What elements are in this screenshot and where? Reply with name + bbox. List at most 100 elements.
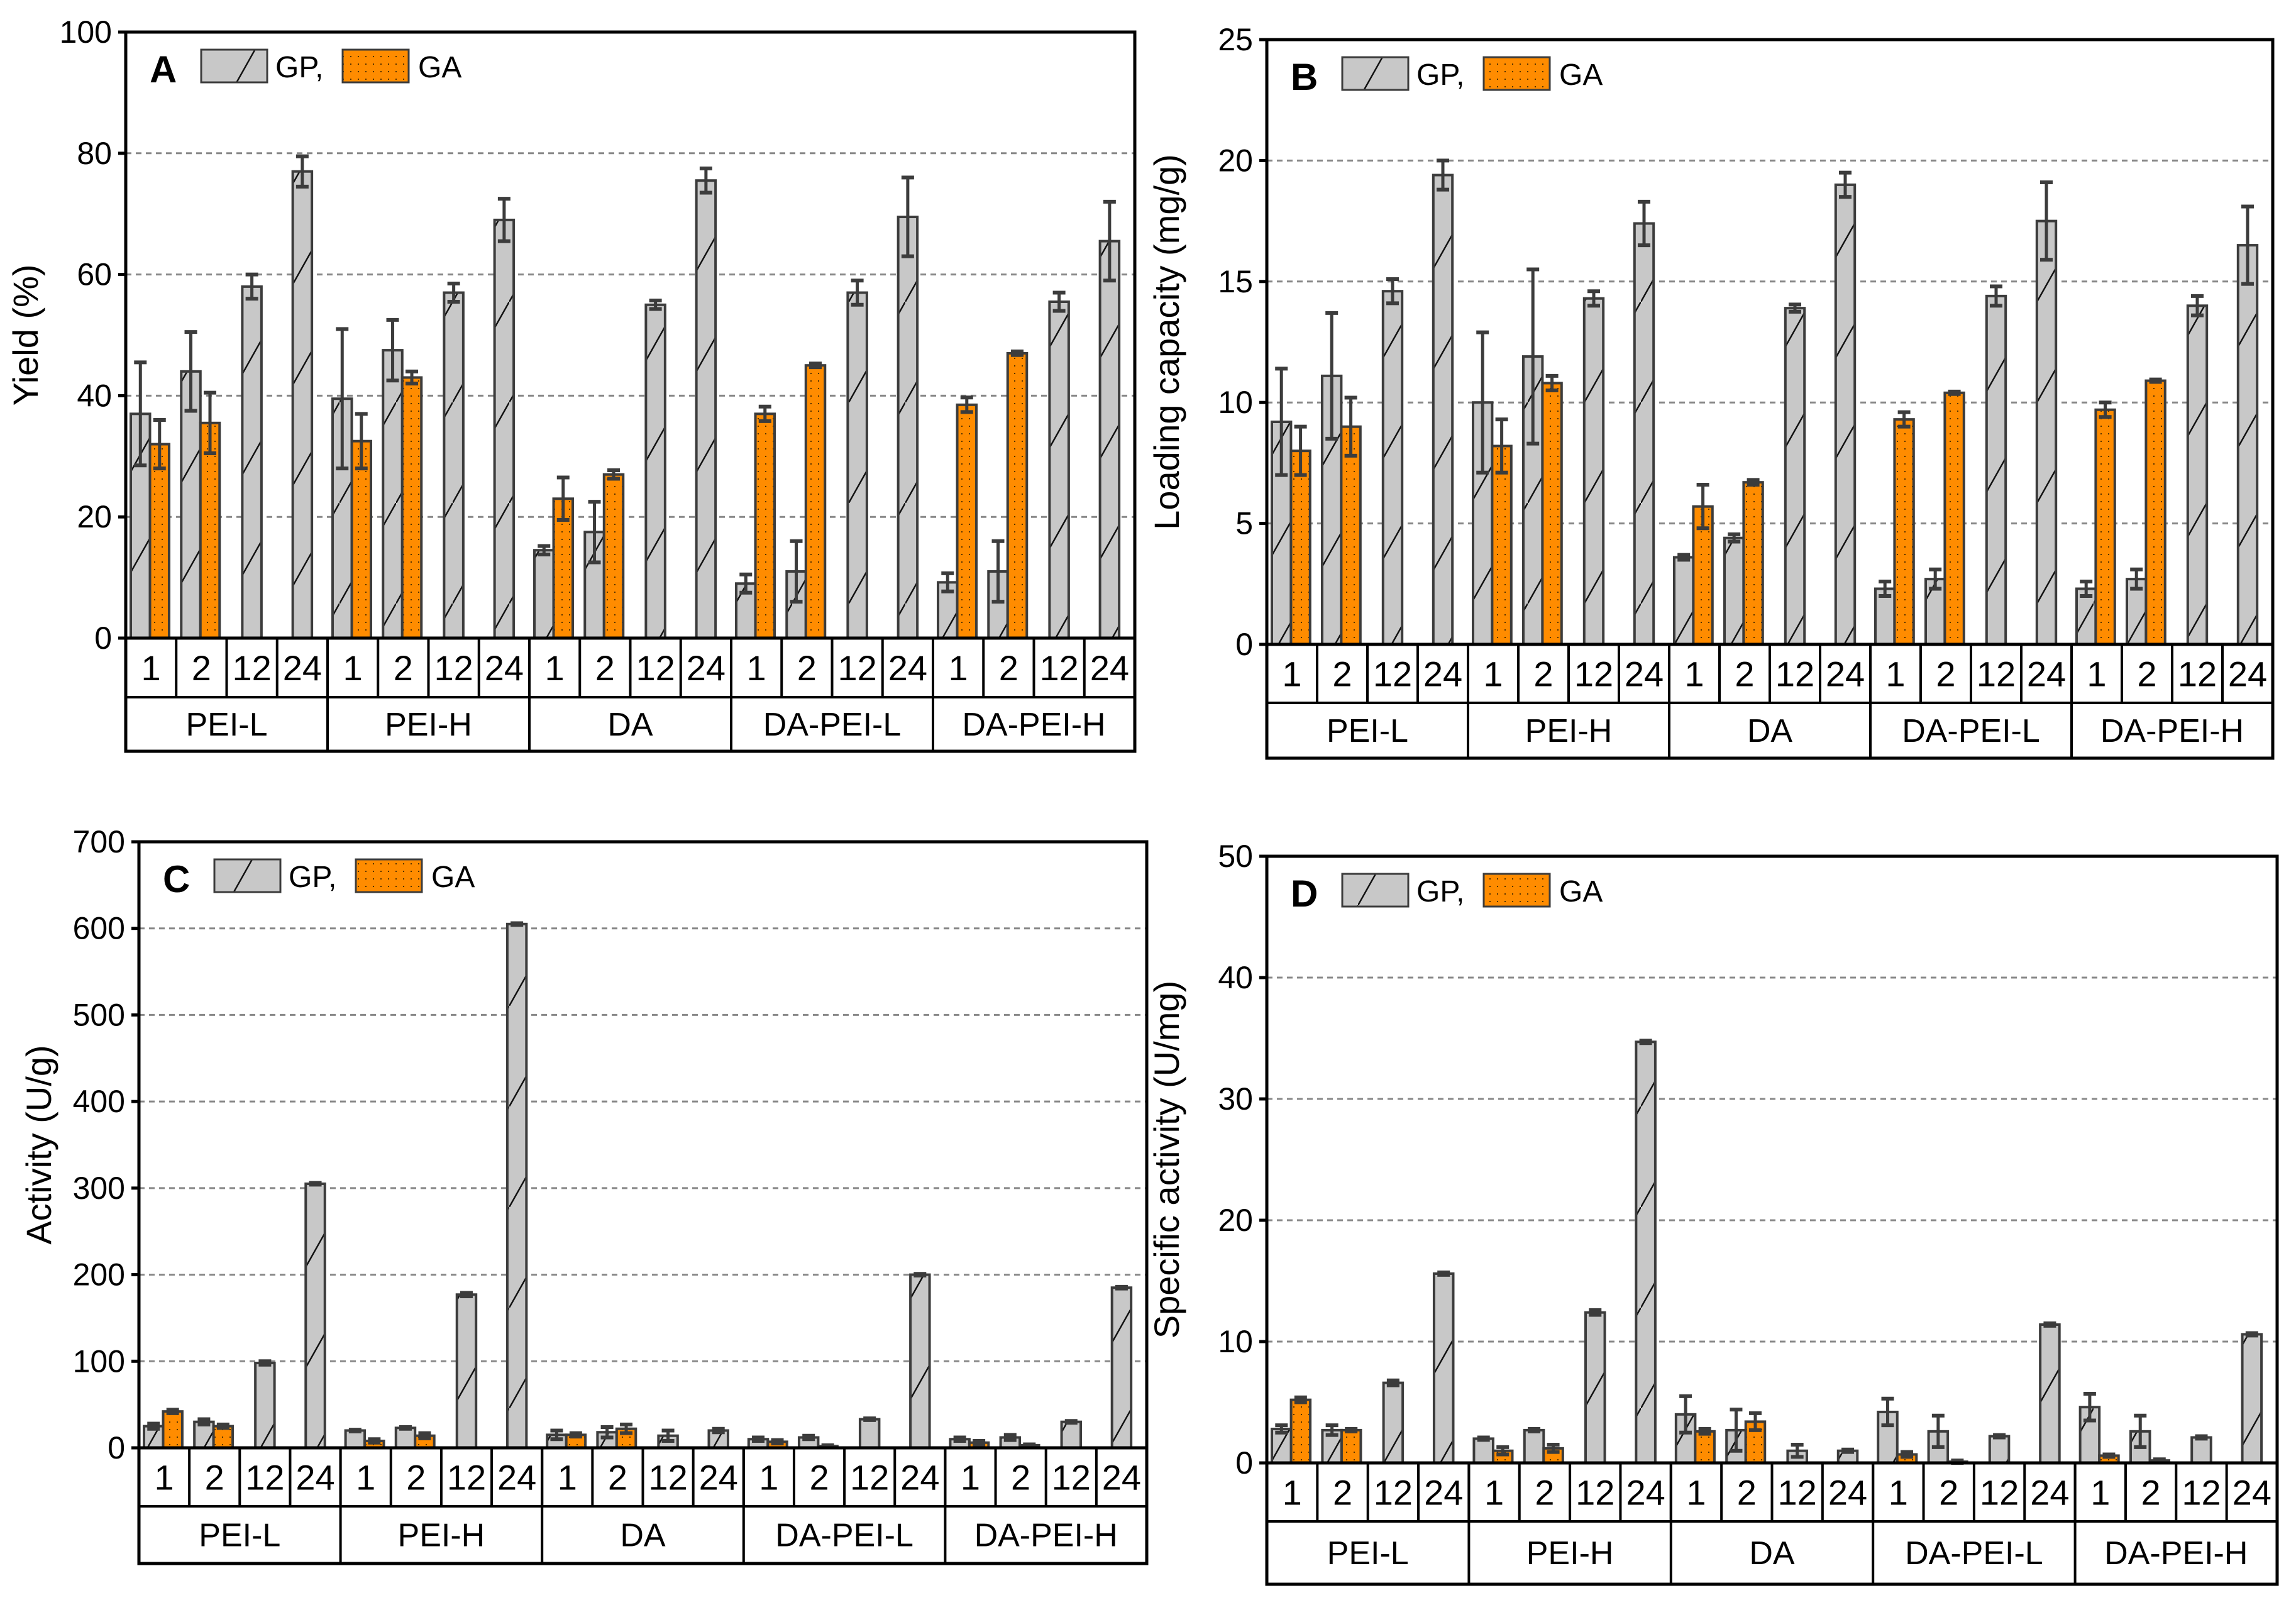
group-label: DA (1747, 713, 1793, 749)
group-label: DA-PEI-H (2100, 713, 2244, 749)
x-tick-label: 12 (1980, 1473, 2019, 1513)
bar-gp (304, 1182, 326, 1449)
y-axis-label: Yield (%) (6, 264, 45, 405)
bar-ga (1541, 382, 1563, 646)
x-tick-label: 12 (434, 648, 473, 688)
x-tick-label: 1 (949, 648, 968, 688)
bar-ga (1742, 481, 1764, 646)
group-label: DA-PEI-L (775, 1518, 913, 1554)
bar-gp (394, 1426, 417, 1449)
bar-ga (1491, 444, 1513, 646)
plot-frame (124, 30, 1137, 640)
bar-gp (455, 1293, 478, 1449)
bar-gp (1584, 1311, 1606, 1464)
x-tick-label: 12 (837, 648, 876, 688)
bar-gp (695, 179, 717, 639)
bar-gp (1048, 300, 1070, 640)
bar-gp (1472, 1437, 1494, 1464)
x-tick-label: 24 (283, 648, 322, 688)
y-tick-label: 100 (60, 14, 112, 50)
x-tick-label: 24 (888, 648, 927, 688)
x-tick-label: 2 (1939, 1473, 1958, 1513)
x-tick-label: 1 (2087, 654, 2106, 694)
x-tick-label: 1 (1484, 1473, 1504, 1513)
y-tick-label: 50 (1218, 839, 1253, 874)
bar-gp (1633, 222, 1655, 646)
group-label: PEI-L (1327, 713, 1408, 749)
y-tick-label: 0 (108, 1430, 125, 1465)
x-tick-label: 24 (1423, 654, 1462, 694)
x-tick-label: 1 (961, 1458, 980, 1497)
y-tick-label: 0 (1235, 1445, 1253, 1481)
bar-gp (1985, 294, 2007, 646)
x-tick-label: 2 (1535, 1473, 1554, 1513)
group-label: DA-PEI-L (1905, 1535, 2043, 1572)
x-tick-label: 2 (797, 648, 817, 688)
x-tick-label: 2 (2141, 1473, 2161, 1513)
x-tick-label: 2 (1936, 654, 1955, 694)
y-tick-label: 600 (73, 911, 125, 946)
bar-ga (1340, 425, 1362, 646)
bar-gp (2241, 1333, 2263, 1464)
bar-gp (1382, 1381, 1405, 1465)
y-tick-label: 20 (1218, 1203, 1253, 1238)
x-tick-label: 24 (2233, 1473, 2271, 1513)
x-tick-label: 24 (699, 1458, 738, 1497)
bar-gp (1098, 240, 1121, 639)
x-tick-label: 2 (1735, 654, 1754, 694)
bar-gp (382, 349, 404, 639)
category-table (1265, 643, 2275, 760)
category-table (124, 636, 1137, 753)
y-tick-label: 400 (73, 1084, 125, 1119)
x-tick-label: 24 (2027, 654, 2066, 694)
y-tick-label: 25 (1218, 22, 1253, 57)
legend-swatch-gp (1341, 56, 1410, 91)
x-tick-label: 2 (1333, 1473, 1352, 1513)
x-tick-label: 1 (356, 1458, 375, 1497)
x-tick-label: 12 (850, 1458, 889, 1497)
x-tick-label: 2 (192, 648, 211, 688)
y-tick-label: 0 (94, 620, 112, 656)
legend-label-gp: GP, (275, 51, 324, 84)
x-tick-label: 1 (1684, 654, 1704, 694)
bar-gp (1582, 297, 1605, 646)
y-tick-label: 15 (1218, 264, 1253, 299)
x-tick-label: 12 (1052, 1458, 1091, 1497)
legend-label-ga: GA (1559, 58, 1603, 92)
x-tick-label: 1 (1686, 1473, 1706, 1513)
bar-gp (909, 1273, 931, 1449)
legend-swatch-gp (1341, 873, 1410, 908)
group-label: PEI-H (398, 1518, 485, 1554)
x-tick-label: 2 (608, 1458, 627, 1497)
x-tick-label: 12 (1039, 648, 1078, 688)
group-label: PEI-H (385, 707, 472, 743)
bar-gp (493, 218, 516, 639)
x-tick-label: 2 (2137, 654, 2156, 694)
bar-ga (199, 421, 221, 640)
legend-swatch-ga (1482, 873, 1551, 908)
group-label: DA-PEI-L (763, 707, 902, 743)
y-tick-label: 10 (1218, 385, 1253, 420)
bar-gp (443, 291, 465, 639)
y-tick-label: 20 (1218, 143, 1253, 178)
x-tick-label: 1 (759, 1458, 778, 1497)
bar-ga (602, 473, 625, 639)
plot-frame (1265, 38, 2275, 646)
x-tick-label: 12 (2178, 654, 2217, 694)
bar-gp (1673, 556, 1695, 646)
legend-label-ga: GA (418, 51, 461, 84)
group-label: PEI-H (1526, 1535, 1614, 1572)
x-tick-label: 1 (1283, 1473, 1302, 1513)
x-tick-label: 12 (232, 648, 271, 688)
bar-gp (1988, 1435, 2011, 1465)
x-tick-label: 1 (154, 1458, 174, 1497)
bar-gp (2236, 244, 2259, 646)
x-tick-label: 2 (1011, 1458, 1030, 1497)
y-tick-label: 0 (1235, 627, 1253, 662)
bar-gp (254, 1362, 276, 1450)
x-tick-label: 2 (205, 1458, 224, 1497)
group-label: DA (1749, 1535, 1795, 1572)
x-tick-label: 12 (636, 648, 675, 688)
